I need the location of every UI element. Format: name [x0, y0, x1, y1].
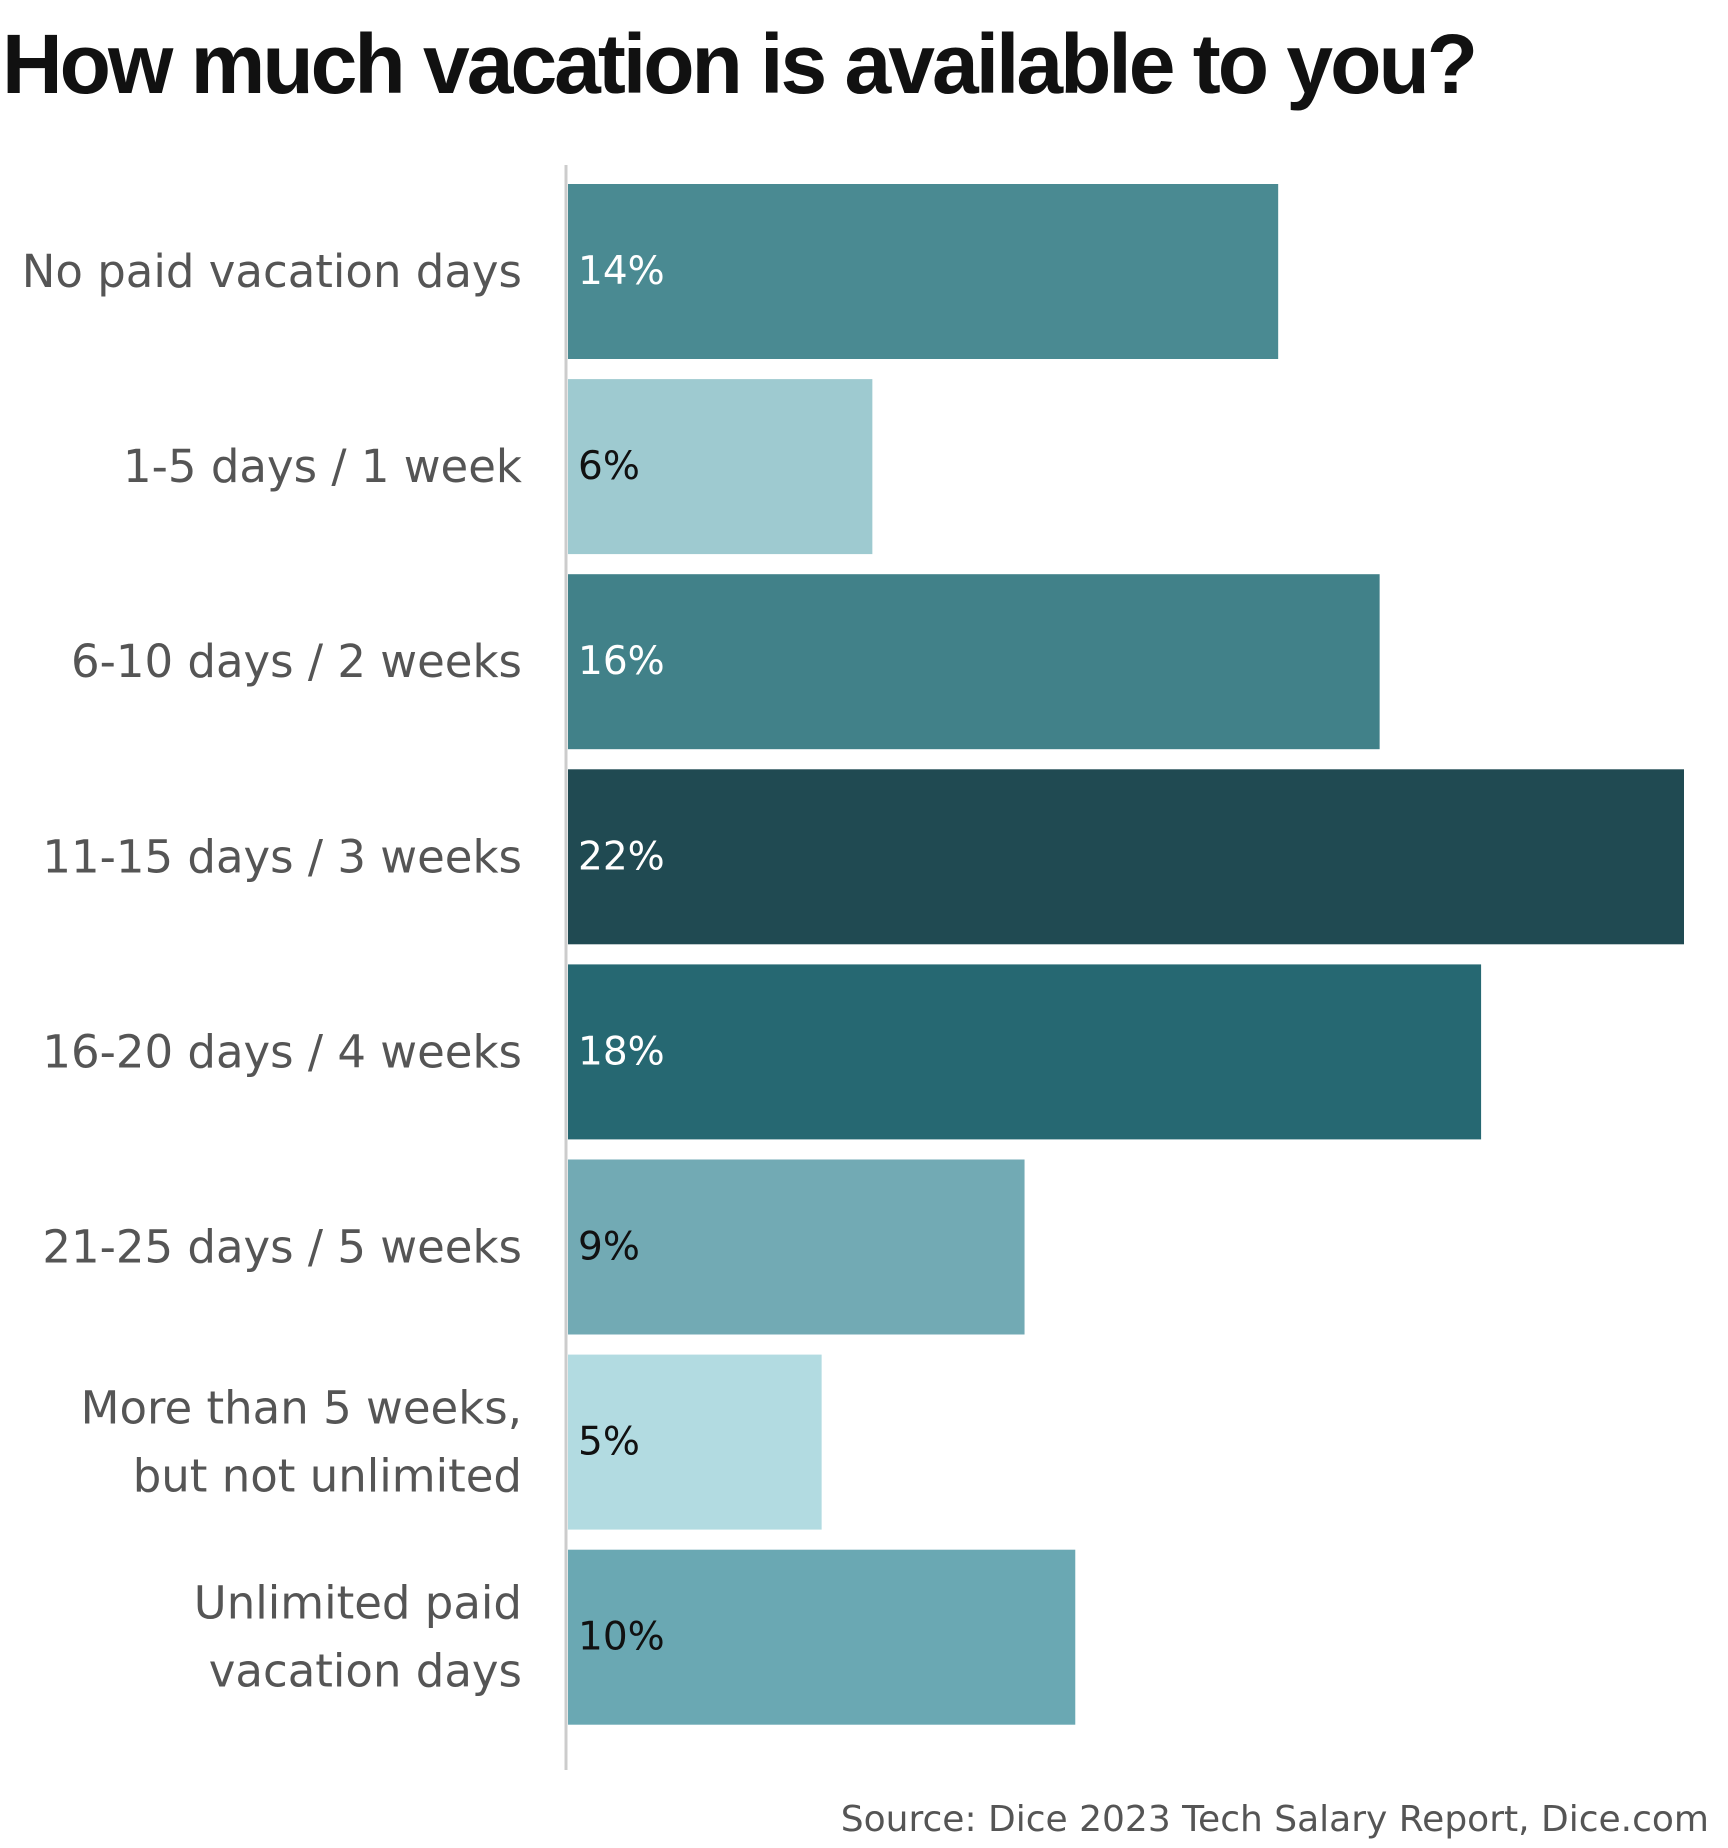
category-label: Unlimited paid vacation days — [194, 1577, 522, 1698]
bar — [568, 769, 1684, 945]
value-label: 6% — [578, 444, 640, 489]
chart-title: How much vacation is available to you? — [2, 17, 1478, 111]
value-label: 18% — [578, 1029, 665, 1074]
category-label: 11-15 days / 3 weeks — [42, 830, 522, 883]
value-label: 14% — [578, 249, 665, 294]
source-note: Source: Dice 2023 Tech Salary Report, Di… — [840, 1799, 1709, 1840]
bar — [568, 1549, 1076, 1725]
value-label: 16% — [578, 639, 665, 684]
category-label: 21-25 days / 5 weeks — [42, 1221, 522, 1274]
value-label: 22% — [578, 834, 665, 879]
value-label: 10% — [578, 1615, 665, 1660]
value-label: 5% — [578, 1420, 640, 1465]
category-label: More than 5 weeks, but not unlimited — [81, 1382, 522, 1503]
category-label: No paid vacation days — [22, 245, 522, 298]
category-label: 6-10 days / 2 weeks — [71, 635, 522, 688]
bar — [568, 379, 873, 555]
bar — [568, 1354, 822, 1530]
bar — [568, 574, 1380, 750]
category-label: 1-5 days / 1 week — [123, 440, 522, 493]
bars-layer: 14% No paid vacation days 6% 1-5 days / 1 w… — [22, 184, 1684, 1725]
category-label: 16-20 days / 4 weeks — [42, 1025, 522, 1078]
bar — [568, 184, 1279, 359]
bar — [568, 964, 1482, 1140]
value-label: 9% — [578, 1225, 640, 1270]
bar — [568, 1159, 1025, 1335]
